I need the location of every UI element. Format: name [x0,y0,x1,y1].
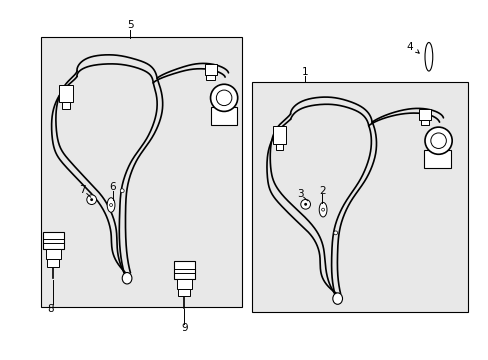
Circle shape [300,199,310,209]
Ellipse shape [107,198,115,212]
Bar [206,75,214,80]
Bar [272,126,285,144]
Bar [174,261,194,279]
Text: 2: 2 [318,186,325,196]
Circle shape [430,133,446,148]
Text: 9: 9 [181,323,187,333]
Bar [41,37,242,307]
Text: 3: 3 [296,189,303,199]
Circle shape [321,208,324,211]
Text: 5: 5 [127,19,134,30]
Circle shape [90,198,93,201]
Circle shape [424,127,451,154]
Bar [418,109,430,120]
Circle shape [333,231,337,235]
Bar [420,120,428,125]
Ellipse shape [332,293,342,304]
Bar [46,249,61,259]
Text: 1: 1 [301,67,308,77]
Circle shape [304,203,306,206]
Bar [251,82,467,312]
Circle shape [216,90,231,105]
Bar [275,144,283,150]
Ellipse shape [122,273,132,284]
Circle shape [210,84,237,112]
Text: 8: 8 [47,303,54,314]
Circle shape [120,189,124,193]
Bar [178,289,190,296]
Bar [62,103,70,109]
Text: 4: 4 [406,42,412,52]
Text: 6: 6 [109,182,116,192]
Bar [47,259,59,267]
Bar [210,107,237,125]
Ellipse shape [424,42,432,71]
Bar [59,85,73,103]
Bar [204,64,216,75]
Bar [423,150,450,168]
Ellipse shape [319,202,326,217]
Circle shape [109,203,112,207]
Bar [177,279,191,289]
Circle shape [87,195,96,204]
Text: 7: 7 [79,185,85,195]
Bar [43,232,63,249]
